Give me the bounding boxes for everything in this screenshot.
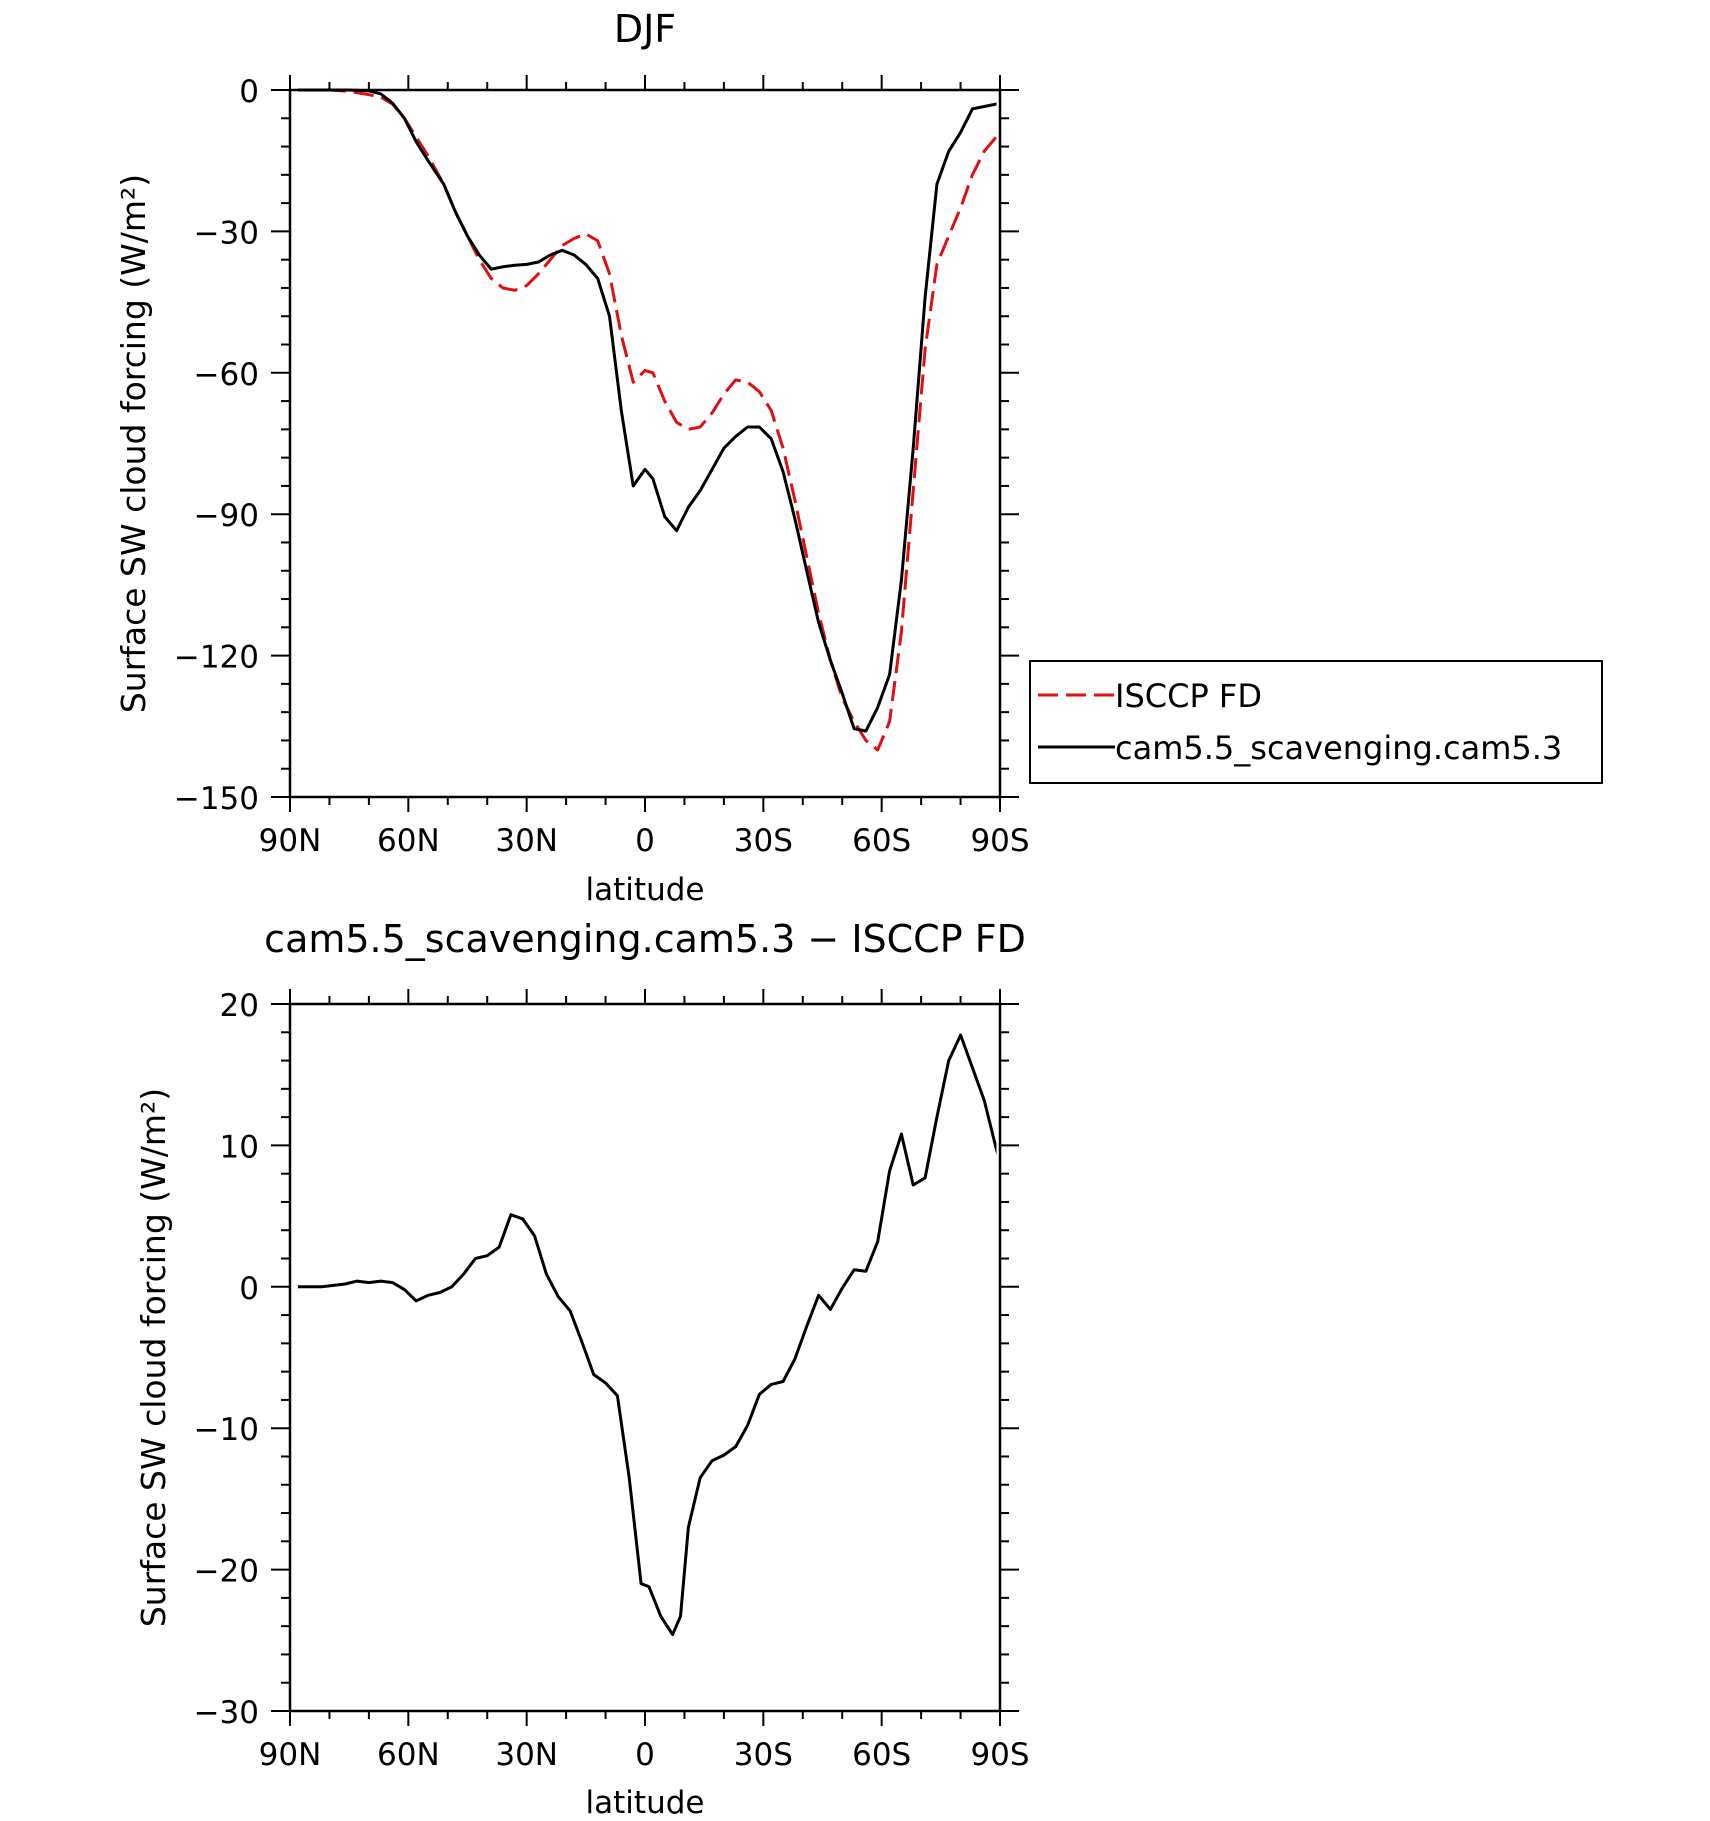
chart-1-y-tick-label: −120 <box>174 640 259 676</box>
chart-2-x-tick-label: 90N <box>259 1737 322 1773</box>
chart-1-x-tick-label: 90S <box>970 823 1029 859</box>
chart-2-frame <box>288 1002 1002 1713</box>
chart-2-x-tick-label: 0 <box>635 1737 655 1773</box>
chart-1-x-tick-label: 30N <box>495 823 558 859</box>
chart-1-x-tick-label: 30S <box>734 823 793 859</box>
chart-1-legend-box <box>1029 660 1603 784</box>
chart-2-y-tick-label: 0 <box>239 1271 259 1307</box>
chart-1-legend-label-2: cam5.5_scavenging.cam5.3 <box>1115 729 1562 767</box>
chart-1-series-2-line <box>297 88 997 733</box>
chart-2-series-1-line <box>297 1033 997 1637</box>
chart-1-x-tick-label: 60S <box>852 823 911 859</box>
chart-1-x-tick-label: 60N <box>377 823 440 859</box>
chart-2-x-tick-label: 30N <box>495 1737 558 1773</box>
chart-2-title: cam5.5_scavenging.cam5.3 − ISCCP FD <box>264 917 1026 961</box>
chart-2-x-axis-label: latitude <box>586 1785 705 1816</box>
chart-1-y-tick-label: −60 <box>194 357 259 393</box>
chart-2-y-tick-label: −10 <box>194 1412 259 1448</box>
chart-2-y-tick-label: −30 <box>194 1695 259 1731</box>
chart-1-y-tick-label: −30 <box>194 215 259 251</box>
chart-1-legend-label-1: ISCCP FD <box>1115 677 1262 715</box>
chart-1-y-axis-label: Surface SW cloud forcing (W/m²) <box>114 174 153 713</box>
chart-2-y-axis-label: Surface SW cloud forcing (W/m²) <box>134 1088 173 1627</box>
chart-2-x-tick-label: 60S <box>852 1737 911 1773</box>
chart-1-x-axis-label: latitude <box>586 872 705 908</box>
chart-1-x-tick-label: 0 <box>635 823 655 859</box>
chart-2-x-tick-label: 60N <box>377 1737 440 1773</box>
chart-1-y-tick-label: 0 <box>239 74 259 110</box>
chart-2-x-tick-label: 30S <box>734 1737 793 1773</box>
chart-2-x-tick-label: 90S <box>970 1737 1029 1773</box>
chart-1-series-1-line <box>297 88 997 752</box>
chart-2-y-tick-label: −20 <box>194 1554 259 1590</box>
chart-1-y-tick-label: −150 <box>174 781 259 817</box>
chart-1-x-tick-label: 90N <box>259 823 322 859</box>
chart-2-y-tick-label: 10 <box>220 1129 259 1165</box>
chart-1-title: DJF <box>614 7 676 51</box>
chart-1-y-tick-label: −90 <box>194 498 259 534</box>
chart-2-y-tick-label: 20 <box>220 988 259 1024</box>
